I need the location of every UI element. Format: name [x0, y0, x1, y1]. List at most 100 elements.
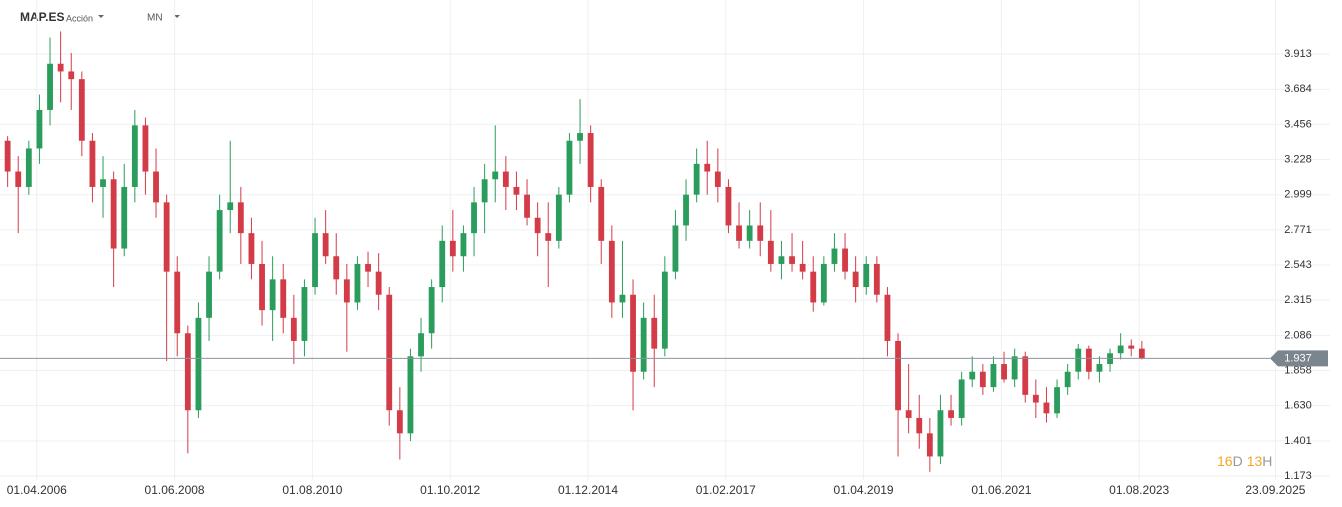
- y-tick-label: 1.630: [1284, 400, 1312, 412]
- candle-body: [524, 194, 530, 218]
- candle-body: [492, 171, 499, 180]
- candle-body: [852, 271, 859, 288]
- candle-body: [577, 133, 583, 141]
- candle-body: [672, 225, 679, 272]
- candle-body: [333, 256, 340, 280]
- candle-body: [873, 263, 880, 295]
- candle-body: [630, 294, 636, 372]
- candle-body: [619, 294, 626, 303]
- y-tick-label: 1.173: [1284, 470, 1312, 482]
- candle-body: [831, 248, 838, 264]
- candle-body: [937, 410, 944, 457]
- candle-body: [725, 186, 732, 226]
- candle-body: [460, 233, 467, 257]
- x-tick-label: 01.10.2012: [420, 483, 480, 497]
- candle-body: [905, 410, 912, 418]
- x-tick-label: 01.08.2010: [282, 483, 342, 497]
- chart-header[interactable]: MAP.ES Acción MN: [20, 10, 180, 24]
- candle-body: [375, 271, 382, 295]
- candle-body: [195, 317, 202, 411]
- x-tick-label: 01.04.2019: [834, 483, 894, 497]
- countdown-days: 16: [1217, 453, 1233, 469]
- last-price-label: 1.937: [1284, 352, 1312, 364]
- candle-body: [926, 433, 933, 457]
- candle-body: [895, 340, 901, 411]
- symbol[interactable]: MAP.ES: [20, 10, 64, 24]
- candle-body: [365, 263, 371, 272]
- candle-body: [131, 125, 138, 187]
- x-tick-label: 01.12.2014: [558, 483, 618, 497]
- y-tick-label: 1.401: [1284, 435, 1312, 447]
- candle-body: [1022, 356, 1029, 395]
- plot-area: 01.04.2006 01.06.2008 01.08.2010 01.10.2012…: [0, 0, 1330, 497]
- x-tick-label: 23.09.2025: [1245, 483, 1305, 497]
- candle-body: [216, 210, 223, 272]
- candle-body: [418, 333, 424, 357]
- candle-body: [110, 179, 117, 249]
- candle-body: [121, 186, 128, 249]
- x-tick-label: 01.08.2023: [1109, 483, 1169, 497]
- candle-body: [407, 356, 414, 434]
- candle-body: [322, 233, 329, 257]
- candle-body: [312, 233, 318, 288]
- y-tick-label: 1.858: [1284, 364, 1312, 376]
- candle-body: [1096, 364, 1103, 372]
- candle-body: [651, 317, 658, 349]
- candle-body: [301, 287, 308, 341]
- dropdown-arrow[interactable]: [98, 15, 104, 18]
- y-tick-label: 3.228: [1284, 153, 1312, 165]
- candle-body: [343, 279, 350, 303]
- candle-body: [767, 240, 774, 264]
- x-tick-label: 01.06.2021: [971, 483, 1031, 497]
- candle-body: [259, 263, 265, 311]
- candle-body: [916, 417, 923, 434]
- candle-body: [1128, 345, 1135, 349]
- countdown-hours: 13: [1247, 453, 1263, 469]
- candle-body: [513, 186, 520, 195]
- candle-body: [789, 256, 795, 264]
- candle-body: [1001, 364, 1007, 380]
- candle-body: [704, 163, 711, 172]
- candle-body: [1075, 348, 1082, 372]
- asset-type[interactable]: Acción: [66, 13, 93, 23]
- countdown: 16D 13H: [1217, 453, 1272, 469]
- candle-body: [290, 317, 297, 341]
- candle-body: [439, 240, 446, 288]
- candle-body: [746, 225, 753, 241]
- candle-body: [280, 279, 287, 318]
- candle-body: [386, 294, 393, 411]
- candle-body: [1032, 394, 1039, 403]
- candle-body: [396, 410, 403, 434]
- countdown-hours-unit: H: [1262, 453, 1272, 469]
- candle-body: [1138, 348, 1145, 359]
- candle-body: [736, 225, 742, 241]
- candle-body: [1085, 348, 1092, 372]
- candle-body: [78, 79, 85, 141]
- candle-body: [15, 171, 22, 187]
- y-tick-label: 2.999: [1284, 189, 1312, 201]
- candle-body: [1043, 402, 1050, 414]
- candle-body: [449, 240, 456, 257]
- candle-body: [36, 109, 43, 149]
- candle-body: [237, 202, 244, 234]
- candle-body: [163, 202, 170, 272]
- y-tick-label: 3.913: [1284, 48, 1312, 60]
- candle-body: [248, 233, 255, 264]
- interval[interactable]: MN: [147, 13, 163, 24]
- candle-body: [545, 233, 552, 241]
- candle-body: [47, 63, 53, 110]
- candle-body: [57, 63, 64, 72]
- candle-body: [714, 171, 721, 187]
- candle-body: [481, 179, 488, 203]
- y-tick-label: 3.684: [1284, 83, 1312, 95]
- candle-body: [884, 294, 891, 341]
- dropdown-arrow[interactable]: [174, 15, 180, 18]
- candle-body: [174, 271, 181, 334]
- candle-body: [757, 225, 764, 241]
- candle-body: [948, 410, 954, 418]
- x-tick-label: 01.04.2006: [7, 483, 67, 497]
- candle-body: [693, 163, 700, 195]
- x-tick-label: 01.02.2017: [696, 483, 756, 497]
